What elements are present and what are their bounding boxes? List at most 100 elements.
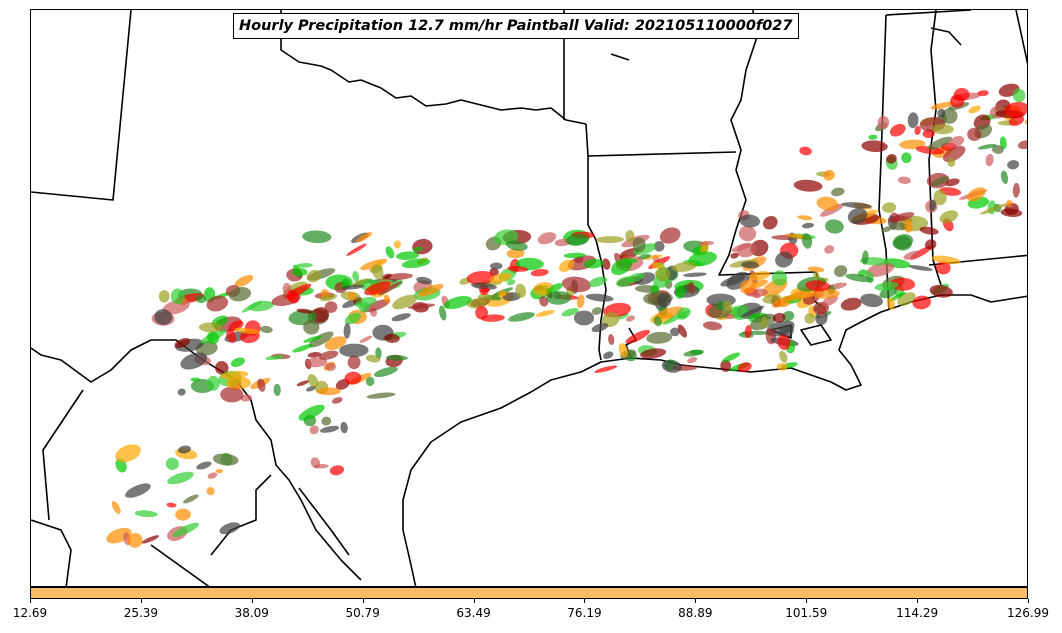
precipitation-blob [845,273,874,283]
precipitation-blob [625,329,650,344]
precipitation-blob [840,297,862,311]
precipitation-blob [174,338,191,348]
precipitation-blob [904,219,913,233]
precipitation-blob [340,421,348,434]
precipitation-blob [265,355,285,361]
precipitation-blob [739,279,756,294]
precipitation-blob [912,295,931,310]
precipitation-blob [736,243,757,258]
precipitation-blob [931,255,961,265]
precipitation-blob [220,386,244,403]
precipitation-blob [165,457,179,470]
precipitation-blob [296,308,314,314]
precipitation-blob [702,321,723,331]
precipitation-blob [793,179,823,192]
precipitation-blob [378,281,403,296]
precipitation-blob [882,202,897,213]
precipitation-blob [677,324,688,338]
precipitation-blob [303,319,320,335]
colorbar-tick [473,599,475,603]
precipitation-blob [1007,160,1020,170]
precipitation-blob [787,290,811,301]
gulf-coastline [402,294,1027,586]
boundary-mexico-states-3 [210,474,350,556]
colorbar [30,587,1028,599]
colorbar-tick-label: 38.09 [234,606,269,620]
precipitation-blob [318,350,339,360]
precipitation-blob [802,222,814,229]
precipitation-blob [1005,101,1027,118]
precipitation-blob [180,352,208,370]
colorbar-tick [251,599,253,603]
precipitation-blob [177,388,186,396]
precipitation-blob [373,366,398,377]
precipitation-blob [313,463,329,469]
precipitation-blob [291,268,308,277]
precipitation-blob [929,199,937,212]
colorbar-tick-label: 63.49 [456,606,491,620]
precipitation-blob [656,306,685,319]
precipitation-blob [416,276,433,285]
precipitation-blob [365,354,381,363]
precipitation-blob [546,283,563,294]
precipitation-blob [924,239,937,250]
precipitation-blob [881,226,893,233]
precipitation-blob [760,316,768,328]
precipitation-blob [229,287,251,302]
precipitation-blob [641,254,663,260]
precipitation-blob [172,522,200,537]
precipitation-blob [657,293,672,308]
precipitation-blob [305,357,328,368]
colorbar-tick [29,599,31,603]
precipitation-blob [257,378,266,392]
precipitation-blob [967,127,982,142]
precipitation-blob [215,361,229,375]
precipitation-blob [722,300,733,312]
colorbar-tick-label: 25.39 [123,606,159,620]
precipitation-blob [127,532,143,548]
precipitation-blob [805,280,831,292]
precipitation-blob [688,251,717,267]
precipitation-blob [977,90,989,97]
precipitation-blob [777,334,791,351]
precipitation-blob [967,187,986,202]
precipitation-blob [506,248,525,259]
precipitation-blob [897,176,911,185]
precipitation-blob [834,265,848,277]
precipitation-blob [979,203,1008,215]
boundary-texas-louisiana [587,156,607,361]
precipitation-blob [395,251,420,260]
precipitation-blob [226,376,251,390]
colorbar-tick-label: 101.59 [785,606,828,620]
precipitation-blob [355,232,373,243]
precipitation-blob [831,187,845,197]
precipitation-blob [535,310,555,317]
precipitation-blob [158,290,170,303]
colorbar-tick-label: 76.19 [567,606,602,620]
precipitation-blob [744,325,752,338]
precipitation-blob [466,271,495,285]
precipitation-blob [930,176,950,187]
precipitation-blob [623,258,638,264]
map-canvas [31,10,1027,586]
precipitation-blob [720,359,732,372]
precipitation-blob [470,282,497,290]
precipitation-blob [601,312,620,328]
precipitation-blob [782,310,795,322]
precipitation-blob [1012,88,1026,103]
precipitation-blob [401,258,431,269]
precipitation-blob [936,261,951,275]
precipitation-blob [365,376,375,387]
precipitation-blob [385,246,395,259]
precipitation-blob [537,232,557,245]
precipitation-blob [670,327,680,337]
precipitation-blob [874,281,899,291]
precipitation-blob [772,312,786,323]
colorbar-tick [140,599,142,603]
precipitation-blob [591,323,609,333]
precipitation-blob [822,295,838,307]
precipitation-blob [364,281,391,296]
precipitation-blob [354,297,377,308]
precipitation-blob [125,483,151,498]
precipitation-blob [220,371,249,380]
